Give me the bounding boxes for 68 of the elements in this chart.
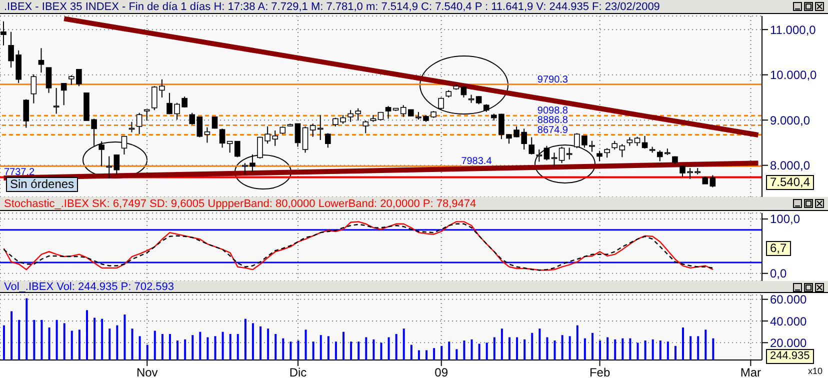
candlestick <box>544 145 550 161</box>
x-tick-label: Mar <box>740 366 762 378</box>
text: 7.540,4 <box>766 175 814 190</box>
ref-line-label: 7983.4 <box>461 156 492 168</box>
candlestick <box>23 98 30 128</box>
candlestick <box>438 96 444 111</box>
ref-line-label: 9098.8 <box>537 106 568 117</box>
candlestick <box>551 152 558 167</box>
text: x10 <box>808 365 823 378</box>
candlestick <box>536 148 542 162</box>
y-tick-label: 20.000 <box>770 336 808 350</box>
candlestick <box>528 136 535 155</box>
text: 6,7 <box>766 241 791 256</box>
candlestick <box>98 140 104 167</box>
candlestick <box>38 48 44 74</box>
text: 244.935 <box>766 349 814 364</box>
candlestick <box>302 126 308 154</box>
y-tick-label: 40.000 <box>770 314 808 328</box>
ref-line-label: 9790.3 <box>537 74 568 86</box>
x-tick-label: 09 <box>434 366 448 378</box>
candlestick <box>60 82 67 106</box>
candlestick <box>604 148 610 158</box>
candlestick <box>106 156 112 179</box>
chart-title: .IBEX - IBEX 35 INDEX - Fin de día 1 días H: 17:38 A: 7.729,1 M: 7.781,0 m: 7.514,9 C: 7.540,4 P : 11.641,9 V: 244.935 F: 23/02/2009 <box>4 1 660 13</box>
chart-title: Vol_.IBEX Vol: 244.935 P: 702.593 <box>4 281 174 293</box>
ref-line-label: 8674.9 <box>537 124 568 136</box>
candlestick <box>121 135 128 155</box>
y-tick-label: 9.000,0 <box>770 113 810 128</box>
candlestick <box>136 112 142 135</box>
candlestick <box>219 128 226 148</box>
candlestick <box>226 140 233 154</box>
x-tick-label: Dic <box>289 366 307 378</box>
candlestick <box>710 174 716 188</box>
candlestick <box>385 106 392 120</box>
y-tick-label: 100,0 <box>770 212 800 226</box>
candlestick <box>204 126 210 144</box>
y-tick-label: 60.000 <box>770 292 808 307</box>
candlestick <box>619 144 626 158</box>
candlestick <box>642 135 648 150</box>
candlestick <box>566 147 572 160</box>
candlestick <box>46 67 52 94</box>
candlestick <box>294 123 301 148</box>
y-tick-label: 8.000,0 <box>770 158 810 173</box>
candlestick <box>0 20 6 46</box>
candlestick <box>362 120 369 134</box>
candlestick <box>634 136 640 146</box>
candlestick <box>325 132 331 148</box>
y-tick-label: 0,0 <box>770 266 788 281</box>
y-tick-label: 10.000,0 <box>770 68 818 82</box>
candlestick <box>189 112 196 126</box>
x-tick-label: Feb <box>589 366 610 378</box>
annotation: Sin órdenes <box>6 177 78 192</box>
candlestick <box>558 146 565 164</box>
candlestick <box>596 150 602 162</box>
candlestick <box>30 74 37 104</box>
y-tick-label: 11.000,0 <box>770 22 816 37</box>
candlestick <box>144 109 150 122</box>
chart-title: Stochastic_.IBEX SK: 6,7497 SD: 9,6005 UppperBand: 80,0000 LowerBand: 20,0000 P: 78,9474 <box>4 198 476 210</box>
candlestick <box>114 154 120 175</box>
x-tick-label: Nov <box>136 366 158 378</box>
ref-line-label: 8886.8 <box>537 115 568 126</box>
candlestick <box>196 116 203 138</box>
candlestick <box>460 86 467 98</box>
candlestick <box>310 123 316 138</box>
candlestick <box>317 114 324 140</box>
candlestick <box>53 87 60 114</box>
ref-line-label: 7737.2 <box>4 167 36 178</box>
candlestick <box>234 140 240 158</box>
